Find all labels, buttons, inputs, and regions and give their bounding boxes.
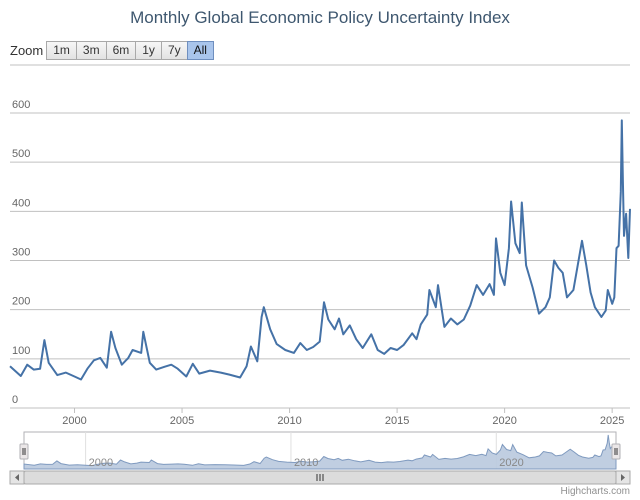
- x-tick-label: 2005: [170, 415, 194, 427]
- x-tick-label: 2010: [277, 415, 301, 427]
- scrollbar-right-arrow-button[interactable]: [615, 470, 631, 485]
- zoom-all-button[interactable]: All: [186, 40, 214, 60]
- y-tick-label: 100: [12, 345, 30, 357]
- zoom-label: Zoom: [10, 42, 44, 58]
- series-line: [9, 119, 631, 381]
- navigator-handle-body: [611, 443, 621, 460]
- scrollbar-grip-icon: [316, 474, 324, 481]
- x-axis-labels: 2000 2005 2010 2015 2020 2025: [62, 408, 624, 427]
- navigator-left-handle[interactable]: [19, 443, 29, 460]
- x-tick-label: 2015: [385, 415, 409, 427]
- chart-title: Monthly Global Economic Policy Uncertain…: [130, 8, 510, 27]
- chevron-left-icon: [15, 474, 19, 481]
- y-tick-label: 500: [12, 148, 30, 160]
- navigator-tick-label: 2020: [499, 457, 523, 469]
- y-tick-label: 400: [12, 197, 30, 209]
- navigator-tick-label: 2000: [89, 457, 113, 469]
- scrollbar-left-arrow-button[interactable]: [9, 470, 25, 485]
- x-tick-label: 2025: [600, 415, 624, 427]
- y-gridlines: [10, 64, 630, 409]
- range-selector: Zoom 1m 3m 6m 1y 7y All: [10, 40, 214, 60]
- chevron-right-icon: [621, 474, 625, 481]
- navigator-axis-labels: 2000 2010 2020: [89, 457, 524, 469]
- scrollbar[interactable]: [9, 470, 631, 485]
- navigator-right-handle[interactable]: [611, 443, 621, 460]
- navigator[interactable]: 2000 2010 2020: [19, 431, 621, 470]
- navigator-tick-label: 2010: [294, 457, 318, 469]
- x-tick-label: 2000: [62, 415, 86, 427]
- credits-link[interactable]: Highcharts.com: [560, 486, 630, 497]
- y-axis-labels: 0 100 200 300 400 500 600: [12, 99, 30, 406]
- y-tick-label: 200: [12, 296, 30, 308]
- navigator-handle-body: [19, 443, 29, 460]
- navigator-series-area: [23, 434, 617, 470]
- zoom-1y-button[interactable]: 1y: [135, 40, 162, 60]
- x-tick-label: 2020: [492, 415, 516, 427]
- y-tick-label: 300: [12, 247, 30, 259]
- y-tick-label: 600: [12, 99, 30, 111]
- y-tick-label: 0: [12, 394, 18, 406]
